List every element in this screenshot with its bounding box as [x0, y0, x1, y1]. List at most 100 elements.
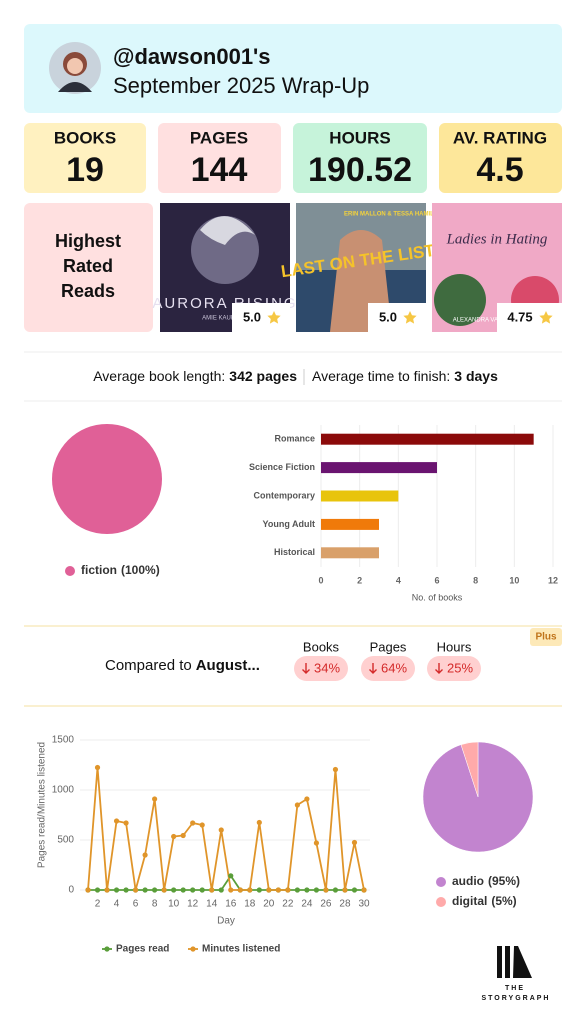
down-arrow [369, 663, 377, 674]
title: September 2025 Wrap-Up [113, 73, 369, 98]
legend-swatch [65, 566, 75, 576]
value: 342 pages [229, 368, 297, 384]
x-axis-label: No. of books [412, 592, 463, 602]
x-tick-label: 2 [95, 899, 101, 910]
username: @dawson001's [113, 44, 271, 69]
bar [321, 518, 379, 530]
pie-slice [460, 741, 479, 798]
legend-label: Pages read [116, 944, 169, 955]
cover-author: ALEXANDRA VASTI [453, 318, 508, 324]
logo-text: THE [505, 985, 525, 992]
point [294, 887, 300, 893]
x-tick-label: 4 [396, 575, 401, 585]
plus-badge [530, 628, 562, 646]
y-tick-label: Young Adult [263, 519, 315, 529]
x-tick-label: 20 [263, 899, 275, 910]
point [256, 819, 262, 826]
highest-box [24, 203, 153, 332]
legend-label: fiction (100%) [81, 563, 160, 577]
legend-swatch [190, 946, 196, 952]
point [294, 802, 300, 808]
legend-value: (100%) [121, 563, 160, 577]
x-tick-label: 10 [509, 575, 519, 585]
point [190, 887, 196, 893]
logo-text: STORYGRAPH [481, 995, 550, 1002]
point [332, 766, 339, 773]
cover-art [434, 274, 486, 326]
point [361, 887, 367, 893]
x-tick-label: 22 [282, 899, 294, 910]
point [256, 887, 262, 893]
point [313, 840, 320, 846]
stat-value: 19 [66, 151, 104, 189]
point [228, 887, 234, 893]
plus-label: Plus [535, 632, 557, 643]
point [351, 839, 358, 846]
point [199, 887, 205, 893]
rating: 5.0 [243, 309, 261, 324]
legend-swatch [436, 877, 446, 887]
value: 3 days [454, 368, 498, 384]
stat-box [24, 123, 146, 193]
stat-value: 4.5 [476, 151, 523, 189]
y-tick-label: 1500 [52, 735, 75, 746]
change-value: 25% [447, 660, 473, 675]
legend-name: fiction [81, 563, 117, 577]
point [332, 887, 339, 893]
legend-label: Minutes listened [202, 944, 280, 955]
stat-label: BOOKS [54, 128, 116, 147]
legend-value: (95%) [488, 874, 520, 888]
point [171, 833, 177, 840]
legend-swatch [436, 897, 446, 907]
legend-name: digital [452, 894, 487, 908]
point [304, 796, 310, 802]
cover-title: Ladies in Hating [446, 231, 548, 247]
compare-label: Compared to August... [105, 657, 260, 674]
x-tick-label: 2 [357, 575, 362, 585]
point [152, 887, 158, 893]
y-tick-label: 1000 [52, 785, 75, 796]
x-tick-label: 10 [168, 899, 180, 910]
point [152, 796, 158, 802]
line [87, 766, 365, 891]
y-tick-label: 0 [68, 885, 74, 896]
avatar-face [67, 58, 83, 74]
point [113, 887, 120, 893]
month: August... [196, 657, 260, 674]
point [180, 832, 186, 839]
label: Average book length: [93, 368, 225, 384]
point [85, 887, 91, 893]
stat-box [439, 123, 562, 193]
header-box [24, 24, 562, 113]
change-value: 64% [381, 660, 407, 675]
point [218, 887, 224, 893]
point [142, 852, 148, 858]
label: Compared to [105, 657, 192, 674]
point [313, 887, 320, 893]
avatar-body [58, 82, 92, 92]
x-tick-label: 6 [434, 575, 439, 585]
y-tick-label: Historical [274, 547, 315, 557]
x-tick-label: 16 [225, 899, 237, 910]
legend-name: audio [452, 874, 484, 888]
x-tick-label: 4 [114, 899, 120, 910]
y-axis-label: Pages read/Minutes listened [37, 742, 48, 868]
x-tick-label: 28 [339, 899, 351, 910]
pie-slice [52, 424, 162, 534]
stat-box [158, 123, 281, 193]
star [539, 311, 553, 324]
point [161, 887, 167, 893]
star [403, 311, 417, 324]
cover-art [200, 216, 255, 245]
legend-label: digital (5%) [452, 894, 517, 908]
point [228, 873, 234, 879]
y-tick-label: Contemporary [253, 490, 315, 500]
point [218, 827, 224, 833]
point [123, 887, 129, 893]
rating-badge [497, 303, 562, 332]
down-arrow [302, 663, 310, 674]
point [237, 887, 243, 893]
point [142, 887, 148, 893]
highest-title: Reads [61, 281, 115, 301]
